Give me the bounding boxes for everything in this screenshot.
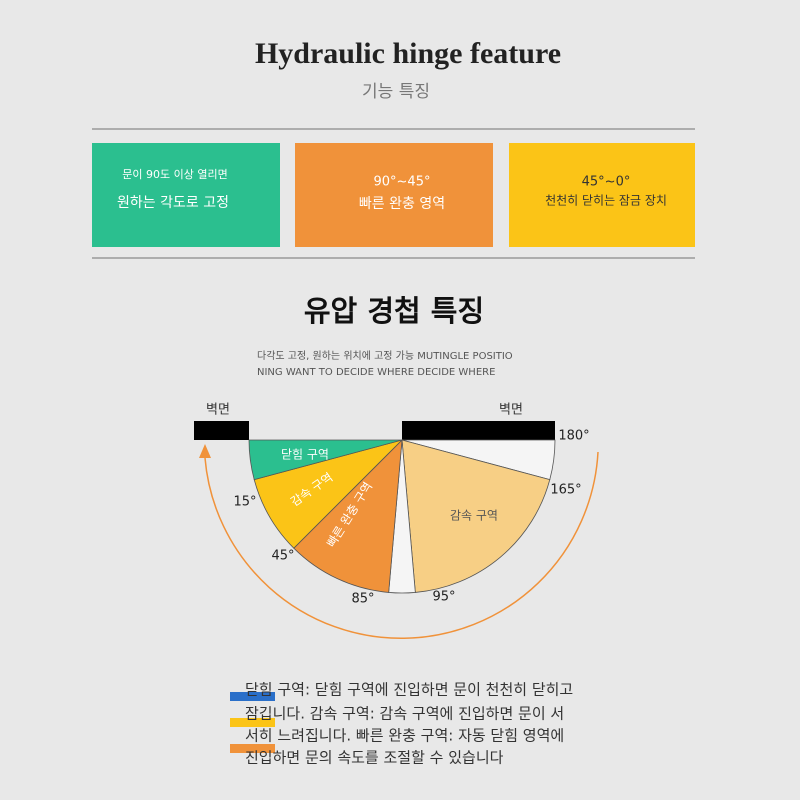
note-marker (230, 692, 275, 701)
feature-text: 빠른 완충 영역 (359, 196, 445, 212)
zone-sector (248, 439, 403, 481)
feature-text: 45°~0° (582, 175, 631, 190)
rotation-arc (204, 451, 599, 640)
section-description: 다각도 고정, 원하는 위치에 고정 가능 MUTINGLE POSITIO (257, 349, 513, 362)
feature-text: 천천히 닫히는 잠금 장치 (545, 193, 667, 208)
arrow-head (199, 444, 211, 458)
hinge-diagram: 벽면 벽면 (194, 403, 599, 640)
feature-text: 문이 90도 이상 열리면 (122, 168, 227, 181)
wall-label: 벽면 (206, 403, 230, 418)
note-line: 진입하면 문의 속도를 조절할 수 있습니다 (245, 749, 504, 767)
title: Hydraulic hinge feature (255, 37, 561, 70)
feature-box (295, 143, 493, 247)
feature-box (92, 143, 280, 247)
zone-sector (293, 438, 403, 593)
subtitle: 기능 특징 (362, 82, 430, 102)
note-marker (230, 744, 275, 753)
angle-label: 15° (233, 495, 256, 510)
zone-label: 닫힘 구역 (281, 448, 329, 462)
note-marker (230, 718, 275, 727)
zone-sector (401, 439, 551, 593)
angle-label: 85° (351, 592, 374, 607)
section-title: 유압 경첩 특징 (304, 294, 484, 328)
feature-text: 원하는 각도로 고정 (117, 195, 229, 211)
angle-label: 180° (558, 429, 589, 444)
angle-label: 45° (271, 549, 294, 564)
zone-label: 감속 구역 (450, 509, 498, 523)
feature-box (509, 143, 695, 247)
note-line: 잠깁니다. 감속 구역: 감속 구역에 진입하면 문이 서 (245, 705, 564, 723)
section-description: NING WANT TO DECIDE WHERE DECIDE WHERE (257, 367, 495, 378)
note-line: 서히 느려집니다. 빠른 완충 구역: 자동 닫힘 영역에 (245, 727, 564, 745)
angle-label: 95° (432, 590, 455, 605)
angle-label: 165° (550, 483, 581, 498)
wall (402, 421, 555, 440)
note-line: 닫힘 구역: 닫힘 구역에 진입하면 문이 천천히 닫히고 (245, 681, 573, 699)
wall (194, 421, 249, 440)
wall-label: 벽면 (499, 403, 523, 418)
feature-text: 90°~45° (374, 175, 431, 190)
